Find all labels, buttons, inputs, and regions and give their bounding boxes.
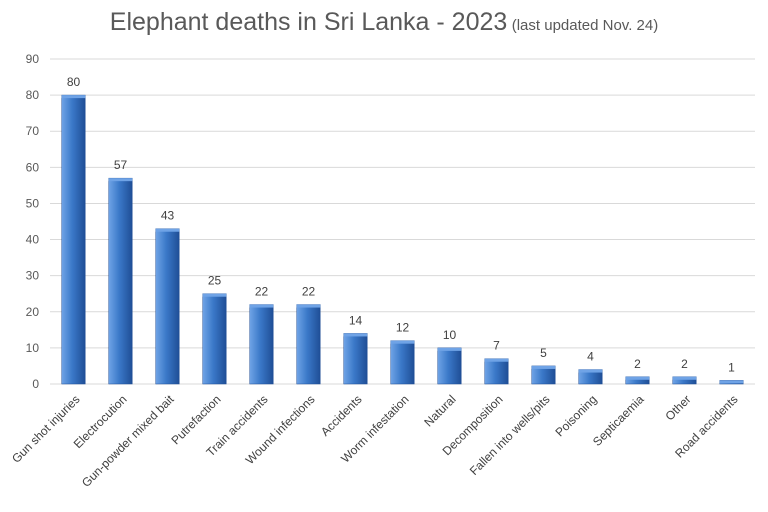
bar (296, 304, 321, 385)
bar-top (108, 178, 133, 182)
y-tick-label: 90 (26, 52, 40, 66)
bar-top (390, 340, 415, 344)
bar-top (578, 369, 603, 373)
data-label: 80 (67, 75, 81, 89)
data-label: 22 (255, 285, 269, 299)
y-tick-label: 20 (26, 305, 40, 319)
y-tick-label: 60 (26, 160, 40, 174)
data-label: 25 (208, 274, 222, 288)
y-tick-label: 70 (26, 124, 40, 138)
y-tick-label: 40 (26, 233, 40, 247)
bar (484, 358, 509, 385)
bar (108, 177, 133, 385)
bar-top (155, 228, 180, 232)
y-tick-label: 80 (26, 88, 40, 102)
x-axis-categories: Gun shot injuriesElectrocutionGun-powder… (9, 392, 741, 490)
chart-title-main: Elephant deaths in Sri Lanka - 2023 (109, 8, 508, 36)
chart-subtitle: (last updated Nov. 24) (511, 17, 659, 34)
data-label: 4 (587, 350, 594, 364)
data-label: 43 (161, 209, 175, 223)
category-label: Fallen into wells/pits (467, 392, 553, 478)
data-label: 2 (681, 357, 688, 371)
bar-top (249, 304, 274, 308)
category-label: Septicaemia (590, 392, 647, 449)
bars (61, 94, 744, 385)
category-label: Poisoning (552, 392, 599, 439)
bar (249, 304, 274, 385)
data-label: 1 (728, 360, 735, 374)
chart-title: Elephant deaths in Sri Lanka - 2023 (las… (0, 8, 768, 37)
y-tick-label: 0 (32, 377, 39, 391)
bar-top (437, 347, 462, 351)
data-label: 14 (349, 313, 363, 327)
category-label: Natural (421, 392, 458, 429)
y-tick-label: 50 (26, 196, 40, 210)
bar (437, 347, 462, 385)
data-label: 2 (634, 357, 641, 371)
category-label: Gun shot injuries (9, 392, 83, 466)
bar-top (719, 380, 744, 384)
y-tick-label: 10 (26, 341, 40, 355)
bar (155, 228, 180, 385)
y-tick-label: 30 (26, 269, 40, 283)
data-label: 10 (443, 328, 457, 342)
data-label: 22 (302, 285, 316, 299)
bar (390, 340, 415, 385)
data-label: 7 (493, 339, 500, 353)
category-label: Other (662, 392, 693, 423)
bar-top (484, 358, 509, 362)
category-label: Gun-powder mixed bait (79, 392, 177, 490)
bar-top (343, 333, 368, 337)
bar-top (625, 376, 650, 380)
bar-top (531, 365, 556, 369)
bar (202, 293, 227, 385)
bar (343, 333, 368, 385)
data-label: 12 (396, 321, 410, 335)
bar-top (202, 293, 227, 297)
data-label: 5 (540, 346, 547, 360)
y-axis-ticks: 0 10 20 30 40 50 60 70 80 90 (26, 52, 40, 391)
bar-top (61, 95, 86, 99)
bar (61, 94, 86, 385)
category-label: Accidents (318, 392, 365, 439)
data-label: 57 (114, 158, 128, 172)
bar-top (296, 304, 321, 308)
bar-top (672, 376, 697, 380)
